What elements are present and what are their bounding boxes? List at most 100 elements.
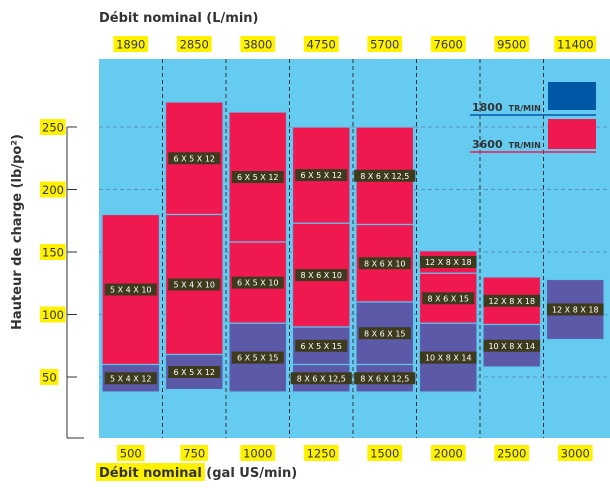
bar-label-bg [290,372,352,385]
bar-segment: 6 X 5 X 12 [228,111,288,243]
bar-segment: 12 X 8 X 18 [545,278,605,341]
bar-label-bg [295,339,348,352]
y-tick-highlight [40,119,66,135]
bottom-axis-title-unit: (gal US/min) [202,466,297,481]
bar-segment: 6 X 5 X 12 [291,126,351,224]
legend-item: 1800 TR/MIN [470,82,596,116]
top-tick-label: 1890 [116,38,145,52]
y-tick-label: 250 [42,121,64,135]
top-tick-highlight [554,36,597,52]
bar-label: 5 X 4 X 10 [110,286,152,295]
bar-segment: 8 X 6 X 12,5 [354,126,416,226]
bar-label: 12 X 8 X 18 [552,306,599,315]
top-tick-label: 7600 [434,38,463,52]
bar-label-bg [354,169,416,182]
bar-segment: 6 X 5 X 10 [228,241,288,324]
top-axis-title: Débit nominal (L/min) [99,11,258,26]
bar-segment: 8 X 6 X 12,5 [290,363,352,393]
bar-segment: 8 X 6 X 12,5 [354,363,416,393]
bar-segment: 5 X 4 X 10 [164,213,224,356]
legend-swatch [548,119,596,149]
bottom-tick-label: 3000 [561,447,590,461]
top-tick-labels: 1890 2850 3800 4750 5700 7600 9500 11400 [113,36,597,52]
bottom-axis-title-highlight [96,463,205,481]
bar-label-bg [231,276,284,289]
y-tick-label: 100 [42,308,64,322]
bottom-tick-highlight [303,445,339,461]
y-tick-label: 200 [42,183,64,197]
top-tick-highlight [303,36,339,52]
legend-speed: 1800 [472,101,503,114]
bottom-tick-highlight [240,445,276,461]
top-tick-label: 2850 [180,38,209,52]
top-tick-highlight [367,36,403,52]
bar-segment: 5 X 4 X 12 [101,363,161,393]
bottom-tick-label: 2500 [497,447,526,461]
bar-label: 10 X 8 X 14 [488,342,535,351]
top-tick-label: 4750 [307,38,336,52]
bar-segment: 10 X 8 X 14 [418,322,478,393]
top-tick-highlight [240,36,276,52]
bottom-tick-labels: 500 750 1000 1250 1500 2000 2500 3000 [116,445,593,461]
bar-label-bg [422,292,475,305]
bar-label: 8 X 6 X 12,5 [360,172,409,181]
bar-segment: 12 X 8 X 18 [418,250,478,274]
bar-segment: 6 X 5 X 12 [164,353,224,391]
bar-label: 6 X 5 X 12 [237,173,279,182]
y-tick-highlight [40,244,66,260]
bar-label-bg [295,269,348,282]
bar-label-bg [358,327,411,340]
y-axis-title: Hauteur de charge (lb/po²) [10,134,25,330]
legend-label: 3600 TR/MIN [472,138,541,151]
bar-segment: 10 X 8 X 14 [482,323,542,368]
bar-label: 10 X 8 X 14 [425,354,472,363]
top-tick-label: 3800 [243,38,272,52]
bar-label: 12 X 8 X 18 [425,258,472,267]
bottom-tick-label: 1500 [370,447,399,461]
bottom-tick-highlight [494,445,530,461]
y-axis: 50 100 150 200 250 [40,119,84,439]
bar-label-bg [104,283,157,296]
bar-label: 8 X 6 X 12,5 [360,374,409,383]
bar-label-bg [168,278,221,291]
bar-segment: 8 X 6 X 15 [418,272,478,324]
y-tick-highlight [40,306,66,323]
bar-label-bg [168,152,221,165]
bottom-tick-highlight [116,445,145,461]
top-tick-label: 11400 [557,38,594,52]
bottom-axis-title: Débit nominal (gal US/min) [99,466,297,481]
bar-label: 6 X 5 X 10 [237,279,279,288]
bottom-tick-label: 750 [183,447,205,461]
bar-label-bg [104,372,157,385]
legend-speed: 3600 [472,138,503,151]
y-tick-highlight [40,369,59,385]
bar-label-bg [231,171,284,183]
bar-label: 5 X 4 X 12 [110,374,152,383]
bar-label: 8 X 6 X 15 [364,329,406,338]
bar-label-bg [295,169,348,182]
bar-label-bg [231,351,284,364]
bar-label-bg [358,257,411,270]
bar-segment: 5 X 4 X 10 [101,213,161,366]
bar-label: 6 X 5 X 15 [237,354,279,363]
top-tick-highlight [494,36,530,52]
bar-label-bg [419,256,477,268]
y-tick-label: 150 [42,246,64,260]
bar-label: 8 X 6 X 15 [428,294,470,303]
legend-unit: TR/MIN [509,104,541,113]
legend: 1800 TR/MIN 3600 TR/MIN [470,82,596,153]
bar-label-bg [168,366,221,378]
bar-label-bg [483,339,541,352]
bottom-tick-label: 2000 [434,447,463,461]
bar-segment: 8 X 6 X 10 [291,222,351,328]
legend-label: 1800 TR/MIN [472,101,541,114]
bottom-tick-label: 1250 [307,447,336,461]
bar-segment: 12 X 8 X 18 [482,276,542,326]
bottom-tick-highlight [557,445,593,461]
top-tick-highlight [113,36,149,52]
bottom-tick-highlight [367,445,403,461]
bar-label: 8 X 6 X 10 [364,259,406,268]
bar-segment: 8 X 6 X 10 [355,223,415,303]
bar-label: 12 X 8 X 18 [488,297,535,306]
